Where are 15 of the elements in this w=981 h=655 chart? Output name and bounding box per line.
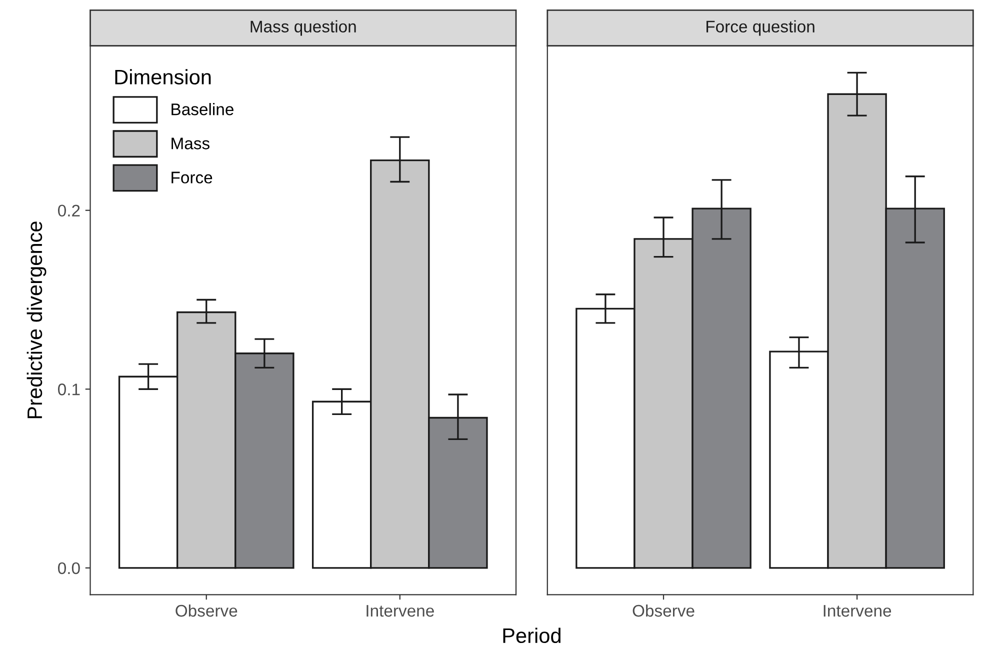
legend-label: Force — [172, 172, 212, 184]
x-tick-label: Observe — [176, 604, 238, 617]
chart-title: Force question — [706, 20, 814, 36]
x-tick-label: Observe — [632, 604, 694, 617]
legend-label: Mass — [172, 138, 210, 150]
y-tick-label: 0.1 — [58, 384, 80, 396]
chart-title: Mass question — [250, 20, 356, 36]
legend-label: Baseline — [172, 103, 234, 116]
x-tick-label: Intervene — [366, 605, 434, 617]
x-tick-label: Intervene — [824, 605, 892, 617]
y-axis-title: Predictive divergence — [26, 222, 46, 418]
y-tick-label: 0.2 — [58, 204, 80, 217]
y-tick-label: 0.0 — [58, 562, 80, 574]
legend-title: Dimension — [115, 69, 211, 84]
x-axis-title: Period — [503, 628, 560, 644]
